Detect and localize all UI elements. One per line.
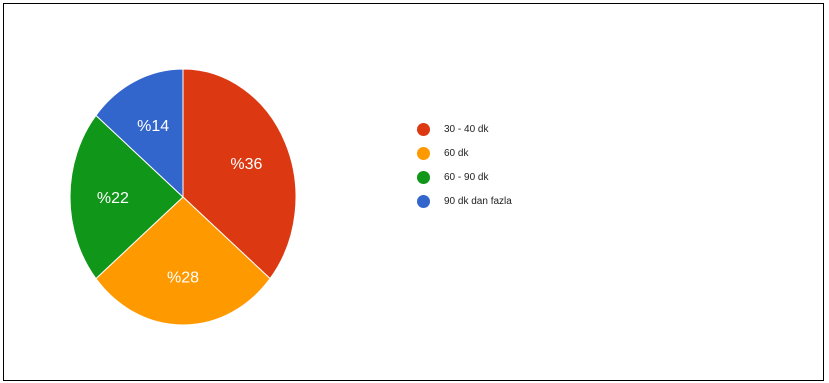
legend-swatch-0 <box>417 122 430 136</box>
chart-legend: 30 - 40 dk 60 dk 60 - 90 dk 90 dk dan fa… <box>417 117 512 213</box>
pie-slice-label-2: %22 <box>97 190 129 207</box>
pie-chart: %36 %28 %22 %14 <box>69 68 297 326</box>
pie-slice-1[interactable] <box>95 196 271 326</box>
legend-swatch-2 <box>417 170 430 184</box>
legend-label-3: 90 dk dan fazla <box>444 195 512 207</box>
pie-slice-label-1: %28 <box>167 269 199 286</box>
legend-label-1: 60 dk <box>444 147 469 159</box>
legend-item-2[interactable]: 60 - 90 dk <box>417 165 512 189</box>
pie-slice-3[interactable] <box>95 68 184 199</box>
legend-item-3[interactable]: 90 dk dan fazla <box>417 189 512 213</box>
legend-swatch-1 <box>417 146 430 160</box>
pie-slice-label-0: %36 <box>230 156 262 173</box>
pie-slice-2[interactable] <box>69 114 184 280</box>
legend-label-0: 30 - 40 dk <box>444 123 489 135</box>
legend-label-2: 60 - 90 dk <box>444 171 489 183</box>
pie-slice-0[interactable] <box>182 68 297 280</box>
legend-item-1[interactable]: 60 dk <box>417 141 512 165</box>
legend-item-0[interactable]: 30 - 40 dk <box>417 117 512 141</box>
chart-frame: %36 %28 %22 %14 30 - 40 dk 60 dk 60 - 90 dk… <box>3 3 824 381</box>
pie-slice-label-3: %14 <box>137 118 169 135</box>
legend-swatch-3 <box>417 194 430 208</box>
